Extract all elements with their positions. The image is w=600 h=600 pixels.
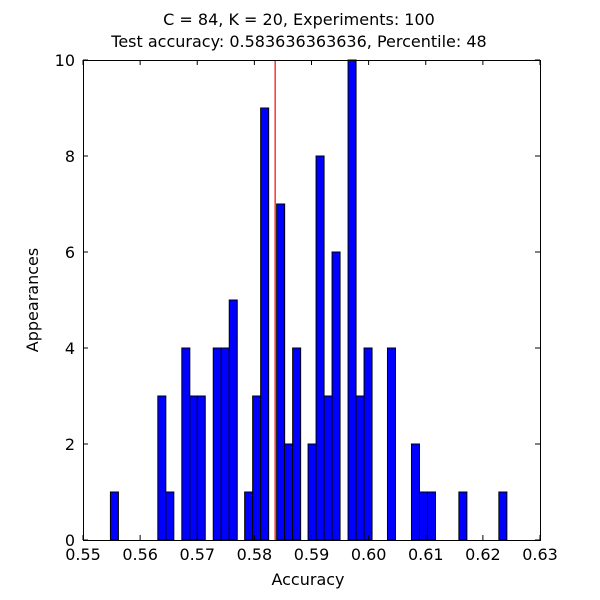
x-tick-label: 0.62 [465,545,501,564]
x-tick-label: 0.61 [408,545,444,564]
histogram-bar [323,395,333,541]
y-tick-label: 8 [65,147,75,166]
histogram-bar [307,443,317,541]
x-tick-label: 0.58 [237,545,273,564]
histogram-bar [244,491,254,541]
x-tick-label: 0.59 [294,545,330,564]
histogram-bar [276,203,286,541]
x-tick-label: 0.56 [122,545,158,564]
histogram-bar [386,347,396,541]
histogram-bar [284,443,294,541]
histogram-bar [498,491,508,541]
y-axis-label: Appearances [23,248,42,352]
chart-title-line2: Test accuracy: 0.583636363636, Percentil… [110,32,486,51]
histogram-bar [355,395,365,541]
histogram-bar [458,491,468,541]
histogram-bar [331,251,341,541]
histogram-bar [157,395,167,541]
y-tick-label: 4 [65,339,75,358]
x-tick-label: 0.55 [65,545,101,564]
histogram-bar [212,347,222,541]
histogram-bar [228,299,238,541]
x-tick-label: 0.60 [351,545,387,564]
histogram-bar [165,491,175,541]
x-tick-label: 0.63 [522,545,558,564]
histogram-bar [181,347,191,541]
histogram-bar [220,347,230,541]
y-tick-label: 10 [55,51,75,70]
x-tick-label: 0.57 [179,545,215,564]
histogram-bar [363,347,373,541]
bars-group [109,59,508,541]
chart-title-line1: C = 84, K = 20, Experiments: 100 [163,10,435,29]
histogram-bar [292,347,302,541]
histogram-bar [109,491,119,541]
histogram-bar [315,155,325,541]
histogram-bar [347,59,357,541]
y-tick-label: 6 [65,243,75,262]
histogram-bar [189,395,199,541]
y-tick-label: 0 [65,531,75,550]
histogram-bar [410,443,420,541]
histogram-bar [418,491,428,541]
histogram-bar [426,491,436,541]
x-axis-label: Accuracy [271,570,344,589]
plot-frame [83,60,541,541]
histogram-bar [196,395,206,541]
histogram-bar [260,107,270,541]
y-tick-label: 2 [65,435,75,454]
histogram-bar [252,395,262,541]
axis-ticks: 0.55 0.56 0.57 0.58 0.59 0.60 0.61 0.62 0.63 0 2 4 6… [55,51,558,564]
